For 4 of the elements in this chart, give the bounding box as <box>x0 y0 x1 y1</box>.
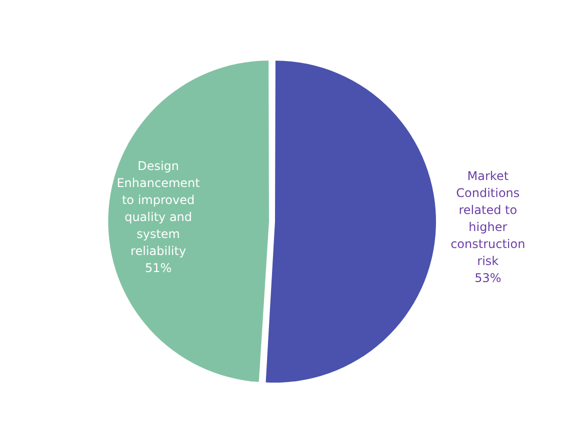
data-label: 51% <box>144 261 172 276</box>
slice-label: Market Conditions related to higher construction risk <box>450 169 526 268</box>
data-label: 53% <box>474 271 502 286</box>
slice-label: Design Enhancement to improved quality and system reliability <box>116 159 200 258</box>
